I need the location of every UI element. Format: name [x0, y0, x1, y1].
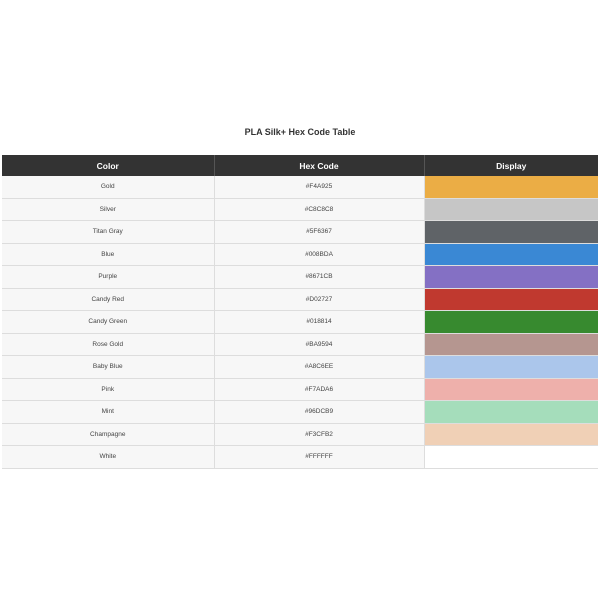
color-name: Purple: [2, 265, 215, 289]
color-swatch: [424, 445, 598, 469]
hex-code: #FFFFFF: [214, 445, 425, 469]
color-name: Mint: [2, 400, 215, 424]
color-name: Pink: [2, 378, 215, 401]
color-swatch: [424, 265, 598, 289]
table-row: Baby Blue #A8C6EE: [2, 355, 598, 379]
table-row: Candy Red #D02727: [2, 288, 598, 311]
color-swatch: [424, 288, 598, 311]
table-row: Silver #C8C8C8: [2, 198, 598, 221]
hex-code: #BA9594: [214, 333, 425, 356]
color-swatch: [424, 378, 598, 401]
color-swatch: [424, 243, 598, 266]
color-name: Rose Gold: [2, 333, 215, 356]
page-title: PLA Silk+ Hex Code Table: [244, 127, 356, 137]
table-row: Titan Gray #5F6367: [2, 220, 598, 244]
color-swatch: [424, 220, 598, 244]
color-swatch: [424, 310, 598, 334]
table-row: Champagne #F3CFB2: [2, 423, 598, 446]
color-swatch: [424, 333, 598, 356]
hex-code: #008BDA: [214, 243, 425, 266]
table-row: Candy Green #018814: [2, 310, 598, 334]
color-name: Baby Blue: [2, 355, 215, 379]
hex-code: #D02727: [214, 288, 425, 311]
hex-code: #C8C8C8: [214, 198, 425, 221]
header-row: Color Hex Code Display: [2, 155, 598, 176]
color-name: Blue: [2, 243, 215, 266]
color-name: Silver: [2, 198, 215, 221]
hex-code: #8671CB: [214, 265, 425, 289]
color-swatch: [424, 355, 598, 379]
color-swatch: [424, 176, 598, 199]
table-row: Gold #F4A925: [2, 176, 598, 199]
hex-code: #018814: [214, 310, 425, 334]
hex-code-table: Color Hex Code Display Gold #F4A925 Silver…: [2, 155, 598, 469]
hex-code: #F7ADA6: [214, 378, 425, 401]
hex-code: #A8C6EE: [214, 355, 425, 379]
hex-code: #5F6367: [214, 220, 425, 244]
header-hex-code: Hex Code: [214, 155, 425, 176]
header-display: Display: [424, 155, 598, 176]
color-name: Gold: [2, 176, 215, 199]
hex-code: #96DCB9: [214, 400, 425, 424]
table-row: White #FFFFFF: [2, 445, 598, 469]
color-swatch: [424, 423, 598, 446]
hex-code: #F4A925: [214, 176, 425, 199]
table-row: Purple #8671CB: [2, 265, 598, 289]
table-row: Pink #F7ADA6: [2, 378, 598, 401]
color-name: Champagne: [2, 423, 215, 446]
color-swatch: [424, 400, 598, 424]
color-swatch: [424, 198, 598, 221]
color-name: Candy Red: [2, 288, 215, 311]
color-name: Candy Green: [2, 310, 215, 334]
table-row: Blue #008BDA: [2, 243, 598, 266]
color-name: White: [2, 445, 215, 469]
hex-code: #F3CFB2: [214, 423, 425, 446]
color-name: Titan Gray: [2, 220, 215, 244]
header-color: Color: [2, 155, 215, 176]
table-row: Rose Gold #BA9594: [2, 333, 598, 356]
table-row: Mint #96DCB9: [2, 400, 598, 424]
